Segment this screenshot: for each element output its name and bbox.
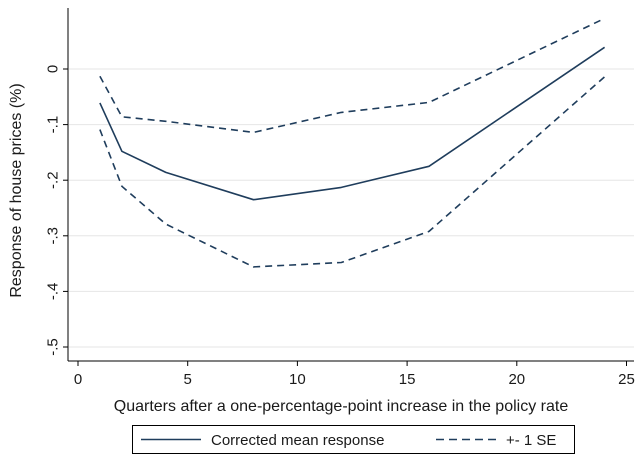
x-tick-label: 25: [618, 371, 635, 388]
series-mean-line: [99, 46, 606, 201]
y-tick-label: 0: [44, 65, 61, 73]
x-tick-label: 5: [184, 371, 192, 388]
legend: Corrected mean response +- 1 SE: [132, 425, 575, 454]
y-tick-label: -.1: [44, 116, 61, 134]
x-ticks: 0 5 10 15 20 25: [74, 361, 635, 388]
series-lower-se-line: [99, 76, 606, 268]
y-tick-label: -.4: [44, 283, 61, 301]
y-axis-title: Response of house prices (%): [8, 83, 25, 297]
legend-label-mean: Corrected mean response: [211, 432, 384, 449]
x-tick-label: 20: [508, 371, 525, 388]
y-tick-label: -.3: [44, 227, 61, 245]
x-axis-title: Quarters after a one-percentage-point in…: [114, 398, 569, 415]
y-tick-label: -.5: [44, 338, 61, 356]
y-tick-label: -.2: [44, 171, 61, 189]
series-upper-se-line: [99, 17, 605, 134]
x-tick-label: 0: [74, 371, 82, 388]
grid-lines: [69, 68, 634, 348]
legend-label-se: +- 1 SE: [506, 432, 556, 449]
legend-box: [132, 425, 575, 454]
x-tick-label: 10: [289, 371, 306, 388]
series: [99, 17, 606, 268]
x-tick-label: 15: [399, 371, 416, 388]
y-ticks: 0 -.1 -.2 -.3 -.4 -.5: [44, 65, 68, 356]
